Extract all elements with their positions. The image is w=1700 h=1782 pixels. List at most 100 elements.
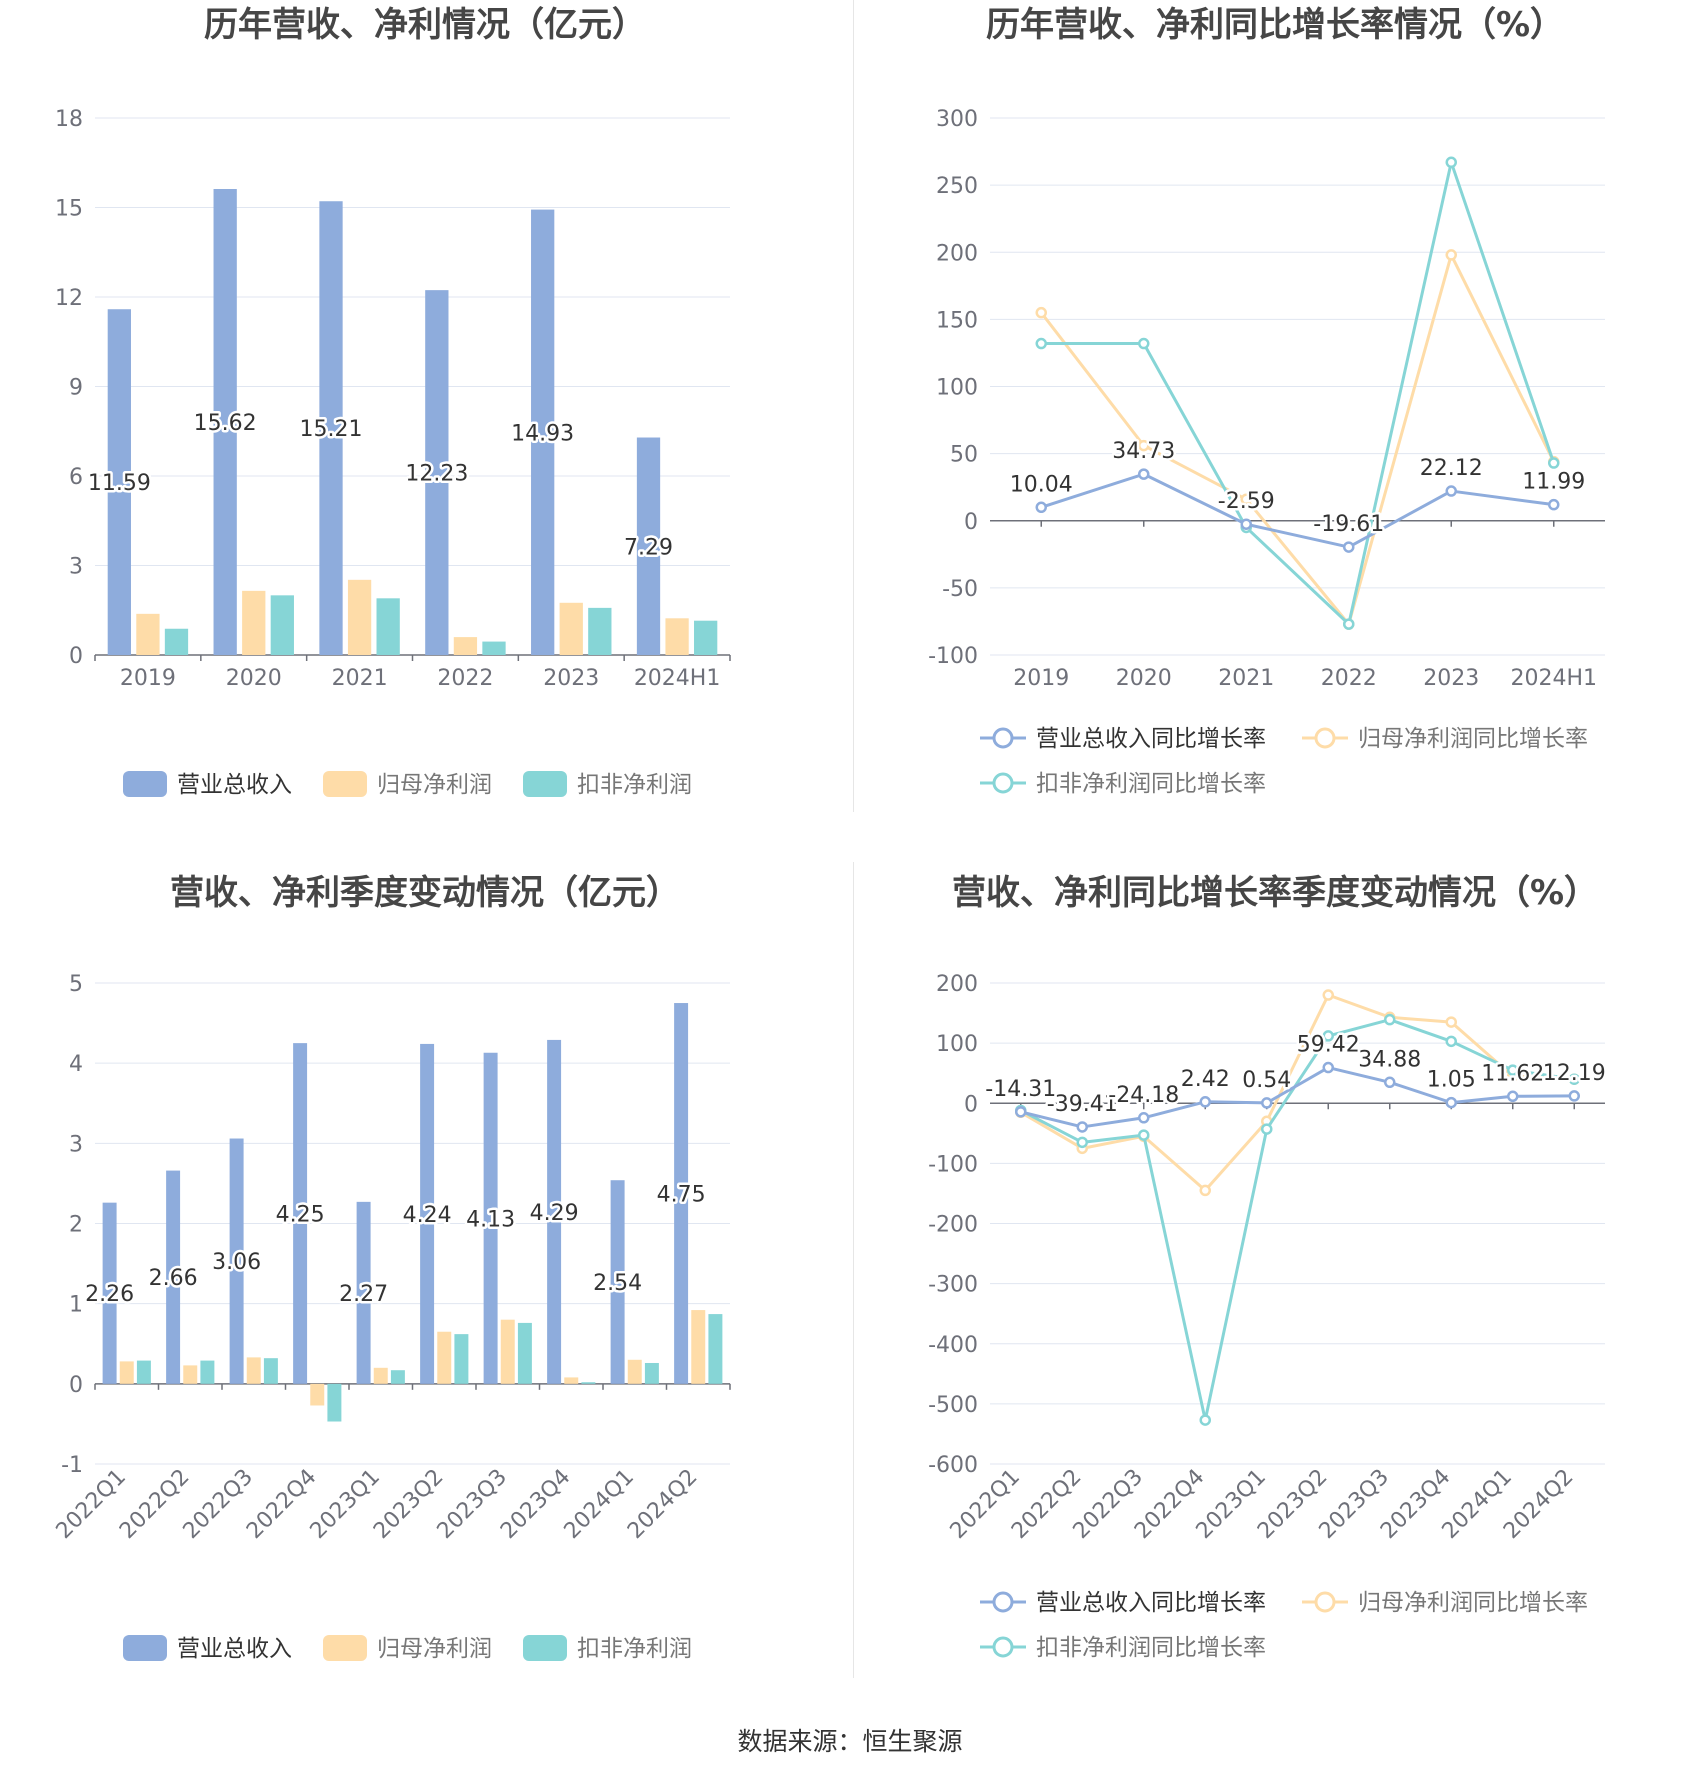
chart-title: 历年营收、净利情况（亿元）: [204, 5, 646, 45]
bar-revenue: [319, 201, 343, 656]
data-point: [1445, 249, 1457, 261]
data-point: [1015, 1106, 1027, 1118]
data-point: [1138, 439, 1150, 452]
data-point: [1322, 989, 1334, 1001]
bar-revenue: [636, 437, 661, 655]
x-tick-label: 2023: [543, 666, 599, 691]
data-label: 7.29: [624, 535, 673, 560]
bar-parent-profit: [627, 1359, 642, 1384]
data-point: [1445, 1096, 1457, 1109]
series-line: [1040, 472, 1554, 549]
y-tick-label: 3: [69, 555, 83, 580]
bar-deducted-profit: [136, 1360, 151, 1384]
data-label: 0.54: [1242, 1068, 1291, 1093]
bar-parent-profit: [373, 1367, 388, 1384]
bar-deducted-profit: [694, 620, 718, 655]
bar-parent-profit: [136, 613, 160, 655]
legend-marker: [992, 1591, 1014, 1613]
y-tick-label: -500: [928, 1393, 978, 1418]
data-point: [1240, 493, 1252, 506]
legend-swatch: [123, 1635, 167, 1661]
data-point: [1138, 1112, 1150, 1124]
data-label: 2.66: [149, 1266, 198, 1291]
legend-marker: [992, 727, 1014, 749]
y-tick-label: 250: [936, 174, 978, 199]
chart-title: 历年营收、净利同比增长率情况（%）: [986, 5, 1564, 45]
bar-revenue: [102, 1202, 117, 1384]
x-tick-label: 2023Q1: [306, 1465, 385, 1544]
x-tick-label: 2023Q2: [369, 1465, 448, 1544]
data-label: -14.31: [985, 1077, 1056, 1102]
data-label: 34.88: [1358, 1047, 1421, 1072]
data-point: [1343, 618, 1355, 630]
bar-revenue: [674, 1003, 689, 1384]
x-tick-label: 2021: [1218, 666, 1274, 691]
legend-label: 营业总收入同比增长率: [1036, 1590, 1266, 1616]
y-tick-label: 0: [69, 1373, 83, 1398]
y-tick-label: 300: [936, 107, 978, 132]
y-tick-label: 5: [69, 972, 83, 997]
bar-deducted-profit: [263, 1358, 278, 1384]
data-point: [1138, 337, 1150, 350]
data-point: [1240, 518, 1252, 530]
bar-revenue: [610, 1180, 625, 1384]
data-source: 数据来源：恒生聚源: [737, 1727, 963, 1756]
bar-parent-profit: [691, 1310, 706, 1384]
column-divider-bottom: [853, 862, 854, 1678]
bar-revenue: [531, 209, 555, 656]
legend-swatch: [323, 771, 367, 797]
x-tick-label: 2020: [1116, 666, 1172, 691]
bar-revenue: [166, 1170, 181, 1384]
data-label: 22.12: [1420, 456, 1483, 481]
y-tick-label: 6: [69, 465, 83, 490]
y-tick-label: 150: [936, 308, 978, 333]
data-label: -19.61: [1313, 512, 1384, 537]
y-tick-label: 200: [936, 972, 978, 997]
y-tick-label: 0: [69, 644, 83, 669]
data-label: 34.73: [1112, 439, 1175, 464]
chart-canvas: 营收、净利同比增长率季度变动情况（%） -600 -500 -400 -300 -200 -…: [928, 873, 1608, 1661]
bar-parent-profit: [246, 1357, 261, 1384]
x-tick-label: 2019: [120, 666, 176, 691]
data-label: -2.59: [1218, 489, 1275, 514]
data-label: -24.18: [1108, 1083, 1179, 1108]
data-label: 4.25: [276, 1202, 325, 1227]
x-tick-label: 2023Q4: [496, 1465, 575, 1544]
bar-parent-profit: [665, 618, 689, 655]
y-tick-label: 100: [936, 1032, 978, 1057]
data-point: [1507, 1090, 1519, 1103]
data-label: 2.42: [1181, 1067, 1230, 1092]
legend-marker: [1314, 1591, 1336, 1613]
chart-canvas: 历年营收、净利同比增长率情况（%） -100 -50 0 50 100 150 200 250 3…: [928, 5, 1605, 797]
data-label: 12.19: [1543, 1061, 1606, 1086]
x-tick-label: 2020: [226, 666, 282, 691]
legend-label: 营业总收入: [177, 772, 292, 798]
x-tick-label: 2023: [1423, 666, 1479, 691]
data-point: [1035, 501, 1047, 514]
chart-title: 营收、净利季度变动情况（亿元）: [170, 873, 680, 913]
legend-label: 归母净利润: [377, 1636, 492, 1662]
data-label: 11.59: [88, 471, 151, 496]
data-label: 4.24: [403, 1203, 452, 1228]
y-tick-label: -100: [928, 644, 978, 669]
data-point: [1322, 1030, 1334, 1042]
bar-revenue: [293, 1043, 308, 1384]
x-tick-label: 2022: [1321, 666, 1377, 691]
data-point: [1445, 156, 1457, 169]
y-tick-label: -400: [928, 1333, 978, 1358]
legend-swatch: [323, 1635, 367, 1661]
data-point: [1076, 1136, 1088, 1149]
legend-swatch: [523, 1635, 567, 1661]
series-line: [1040, 253, 1556, 626]
x-tick-label: 2023Q3: [433, 1465, 512, 1544]
bar-parent-profit: [183, 1365, 198, 1384]
data-label: 2.27: [339, 1282, 388, 1307]
data-label: 3.06: [212, 1250, 261, 1275]
series-line: [1020, 1066, 1575, 1129]
legend-marker: [992, 1636, 1014, 1658]
data-point: [1548, 457, 1560, 469]
data-point: [1548, 498, 1560, 511]
data-point: [1138, 1129, 1150, 1141]
bar-revenue: [547, 1039, 562, 1384]
y-tick-label: 200: [936, 241, 978, 266]
